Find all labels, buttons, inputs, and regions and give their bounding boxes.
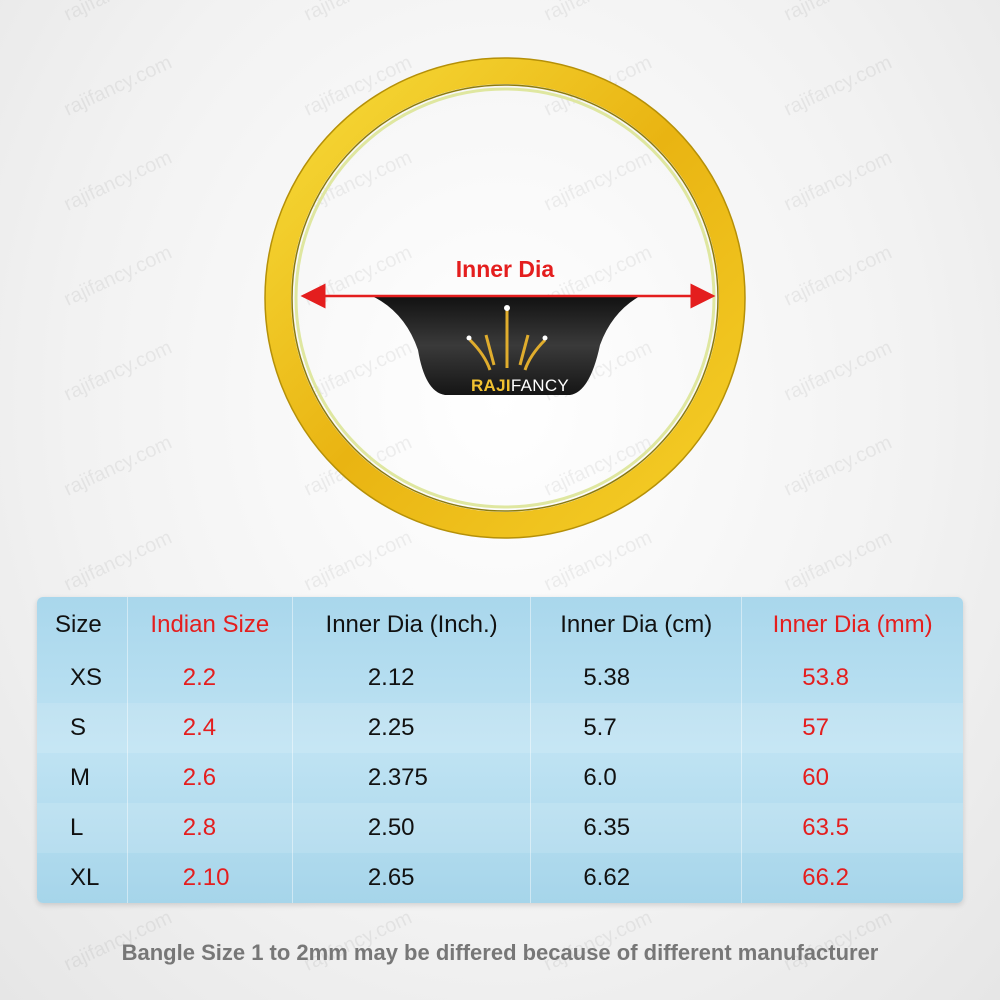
table-cell: XL: [70, 864, 100, 891]
brand-logo: RAJIFANCY: [430, 296, 610, 404]
table-cell: 57: [741, 703, 963, 753]
table-row: L 2.8 2.50 6.35 63.5: [37, 803, 963, 853]
table-cell: M: [70, 764, 90, 791]
table-cell: 2.10: [126, 853, 293, 903]
table-cell: 2.12: [291, 653, 531, 703]
header-indian-size: Indian Size: [126, 597, 293, 653]
header-inner-dia-mm: Inner Dia (mm): [741, 597, 963, 653]
header-size: Size: [55, 611, 102, 638]
table-cell: 2.8: [126, 803, 293, 853]
table-cell: 53.8: [741, 653, 963, 703]
crown-icon: [466, 305, 548, 371]
table-cell: 2.2: [126, 653, 293, 703]
table-row: XL 2.10 2.65 6.62 66.2: [37, 853, 963, 903]
table-cell: 2.375: [291, 753, 531, 803]
table-cell: 6.0: [530, 753, 742, 803]
table-row: S 2.4 2.25 5.7 57: [37, 703, 963, 753]
inner-dia-label: Inner Dia: [455, 256, 555, 282]
header-inner-dia-inch: Inner Dia (Inch.): [291, 597, 531, 653]
table-cell: 2.50: [291, 803, 531, 853]
table-row: XS 2.2 2.12 5.38 53.8: [37, 653, 963, 703]
table-cell: S: [37, 703, 128, 753]
table-cell: 60: [741, 753, 963, 803]
disclaimer-note: Bangle Size 1 to 2mm may be differed bec…: [121, 940, 879, 965]
table-cell: 5.7: [530, 703, 742, 753]
table-cell: 2.25: [291, 703, 531, 753]
bangle-ring: [265, 58, 745, 538]
table-cell: 2.65: [291, 853, 531, 903]
bangle-diagram: [264, 57, 746, 539]
table-cell: 6.35: [530, 803, 742, 853]
brand-name: RAJIFANCY: [470, 376, 570, 395]
table-cell: 63.5: [741, 803, 963, 853]
size-chart-table: Size Indian Size Inner Dia (Inch.) Inner…: [37, 597, 963, 903]
table-cell: 5.38: [530, 653, 742, 703]
table-cell: XS: [70, 664, 103, 691]
table-cell: 66.2: [741, 853, 963, 903]
table-header: Size Indian Size Inner Dia (Inch.) Inner…: [37, 597, 963, 653]
table-cell: 2.4: [126, 703, 293, 753]
table-cell: 6.62: [530, 853, 742, 903]
table-cell: L: [37, 803, 128, 853]
header-inner-dia-cm: Inner Dia (cm): [530, 597, 742, 653]
table-row: M 2.6 2.375 6.0 60: [37, 753, 963, 803]
table-cell: 2.6: [126, 753, 293, 803]
